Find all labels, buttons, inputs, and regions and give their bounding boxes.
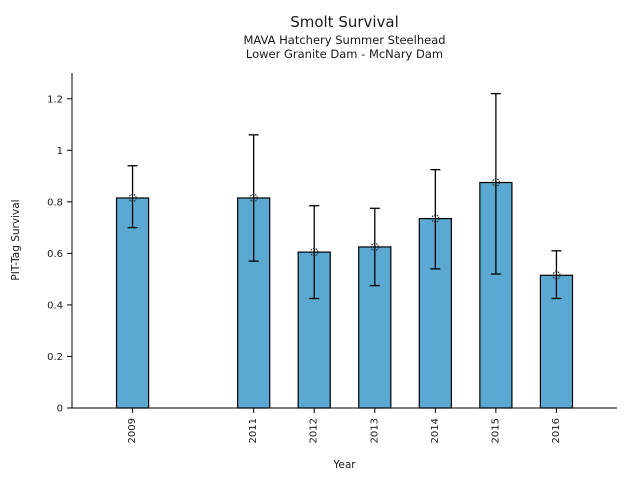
y-tick-label: 0 [57, 404, 63, 415]
y-tick-label: 0.2 [47, 352, 63, 363]
x-tick-label: 2011 [248, 418, 259, 443]
y-tick-label: 1.2 [47, 94, 63, 105]
marker-open-circle-2012 [310, 247, 319, 257]
marker-open-circle-2009 [128, 193, 137, 203]
x-tick-label: 2016 [551, 418, 562, 443]
x-tick-label: 2009 [127, 418, 138, 443]
marker-open-circle-2016 [552, 271, 561, 280]
marker-open-circle-2014 [431, 214, 440, 223]
marker-open-circle-2013 [370, 242, 379, 252]
chart-subtitle-line2: Lower Granite Dam - McNary Dam [245, 47, 444, 61]
bar-2016 [539, 274, 574, 409]
chart-subtitle-line1: MAVA Hatchery Summer Steelhead [243, 33, 446, 47]
y-tick-label: 0.4 [47, 300, 63, 311]
y-tick-label: 1 [57, 146, 63, 157]
x-axis-label: Year [333, 459, 356, 471]
x-tick-label: 2013 [369, 418, 380, 443]
x-tick-label: 2012 [309, 418, 320, 443]
x-tick-label: 2014 [430, 418, 441, 443]
chart-title: Smolt Survival [290, 13, 399, 31]
y-tick-label: 0.6 [47, 249, 63, 260]
marker-open-circle-2011 [249, 193, 258, 203]
y-tick-label: 0.8 [47, 197, 63, 208]
marker-open-circle-2015 [491, 178, 501, 187]
x-tick-label: 2015 [490, 418, 501, 443]
bar-2009 [115, 197, 150, 409]
